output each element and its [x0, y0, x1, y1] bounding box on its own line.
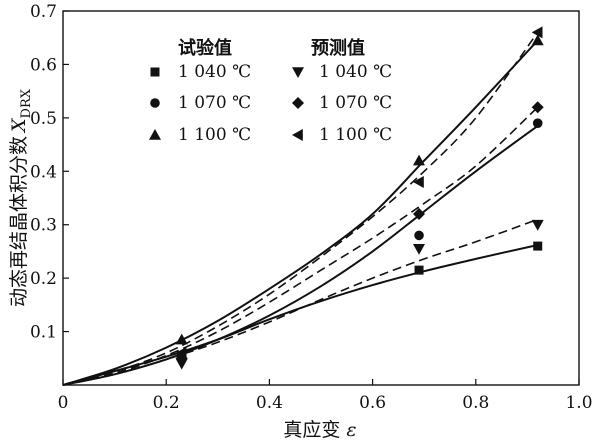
y-tick-label: 0.6	[30, 55, 57, 75]
y-tick-label: 0.5	[30, 109, 57, 129]
plot-frame	[62, 10, 580, 386]
x-tick-label: 1.0	[565, 393, 592, 413]
legend-label-experimental: 1 070 ℃	[178, 93, 251, 113]
legend-label-experimental: 1 040 ℃	[178, 62, 251, 82]
y-tick-label: 0.2	[30, 269, 57, 289]
triangle-left-marker	[531, 26, 543, 39]
circle-marker	[532, 118, 543, 128]
axis-labels: 真应变 ε 动态再结晶体积分数XDRX	[8, 88, 357, 441]
predicted-fit-line	[62, 106, 539, 386]
y-tick-label: 0.7	[30, 2, 57, 22]
legend: 试验值 预测值 1 040 ℃ 1 070 ℃ 1 100 ℃ 1 040 ℃ 1 070 …	[149, 37, 392, 145]
x-tick-label: 0.4	[256, 393, 283, 413]
triangle-up-marker	[531, 34, 544, 46]
legend-label-predicted: 1 070 ℃	[319, 93, 392, 113]
triangle-down-marker	[413, 244, 425, 255]
diamond-marker	[531, 101, 544, 114]
triangle-up-marker	[413, 154, 425, 166]
triangle-up-marker	[149, 129, 161, 140]
x-tick-label: 0.2	[153, 393, 180, 413]
triangle-left-marker	[292, 129, 303, 141]
data-markers	[175, 26, 544, 370]
experimental-fit-line	[62, 244, 538, 386]
square-marker	[414, 265, 424, 275]
circle-marker	[150, 98, 160, 108]
square-marker	[533, 241, 543, 251]
legend-label-experimental: 1 100 ℃	[178, 125, 251, 145]
diamond-marker	[292, 97, 304, 109]
experimental-fit-line	[62, 39, 539, 386]
y-tick-label: 0.3	[30, 216, 57, 236]
triangle-left-marker	[175, 346, 187, 359]
circle-marker	[414, 230, 424, 241]
axis-ticks: 0 0.2 0.4 0.6 0.8 1.0 0.1 0.2 0.3 0.4 0.5 0.6 0.7	[30, 2, 593, 413]
experimental-fit-line	[62, 125, 539, 386]
x-tick-label: 0.8	[462, 393, 489, 413]
x-axis-label: 真应变 ε	[283, 419, 356, 441]
triangle-down-marker	[292, 67, 304, 78]
triangle-up-marker	[175, 333, 188, 345]
y-tick-label: 0.4	[30, 162, 57, 182]
y-axis-label: 动态再结晶体积分数XDRX	[8, 88, 34, 307]
y-tick-label: 0.1	[30, 323, 57, 343]
legend-heading-experimental: 试验值	[178, 37, 232, 59]
fit-curves	[62, 31, 539, 386]
x-tick-label: 0	[58, 393, 69, 413]
triangle-down-marker	[531, 219, 544, 231]
legend-heading-predicted: 预测值	[311, 37, 365, 59]
plot-border	[62, 10, 580, 386]
legend-label-predicted: 1 100 ℃	[319, 125, 392, 145]
diamond-marker	[413, 208, 425, 220]
triangle-left-marker	[413, 176, 424, 188]
x-tick-label: 0.6	[359, 393, 386, 413]
square-marker	[150, 67, 160, 77]
predicted-fit-line	[62, 218, 538, 386]
predicted-fit-line	[62, 31, 539, 386]
legend-label-predicted: 1 040 ℃	[319, 62, 392, 82]
